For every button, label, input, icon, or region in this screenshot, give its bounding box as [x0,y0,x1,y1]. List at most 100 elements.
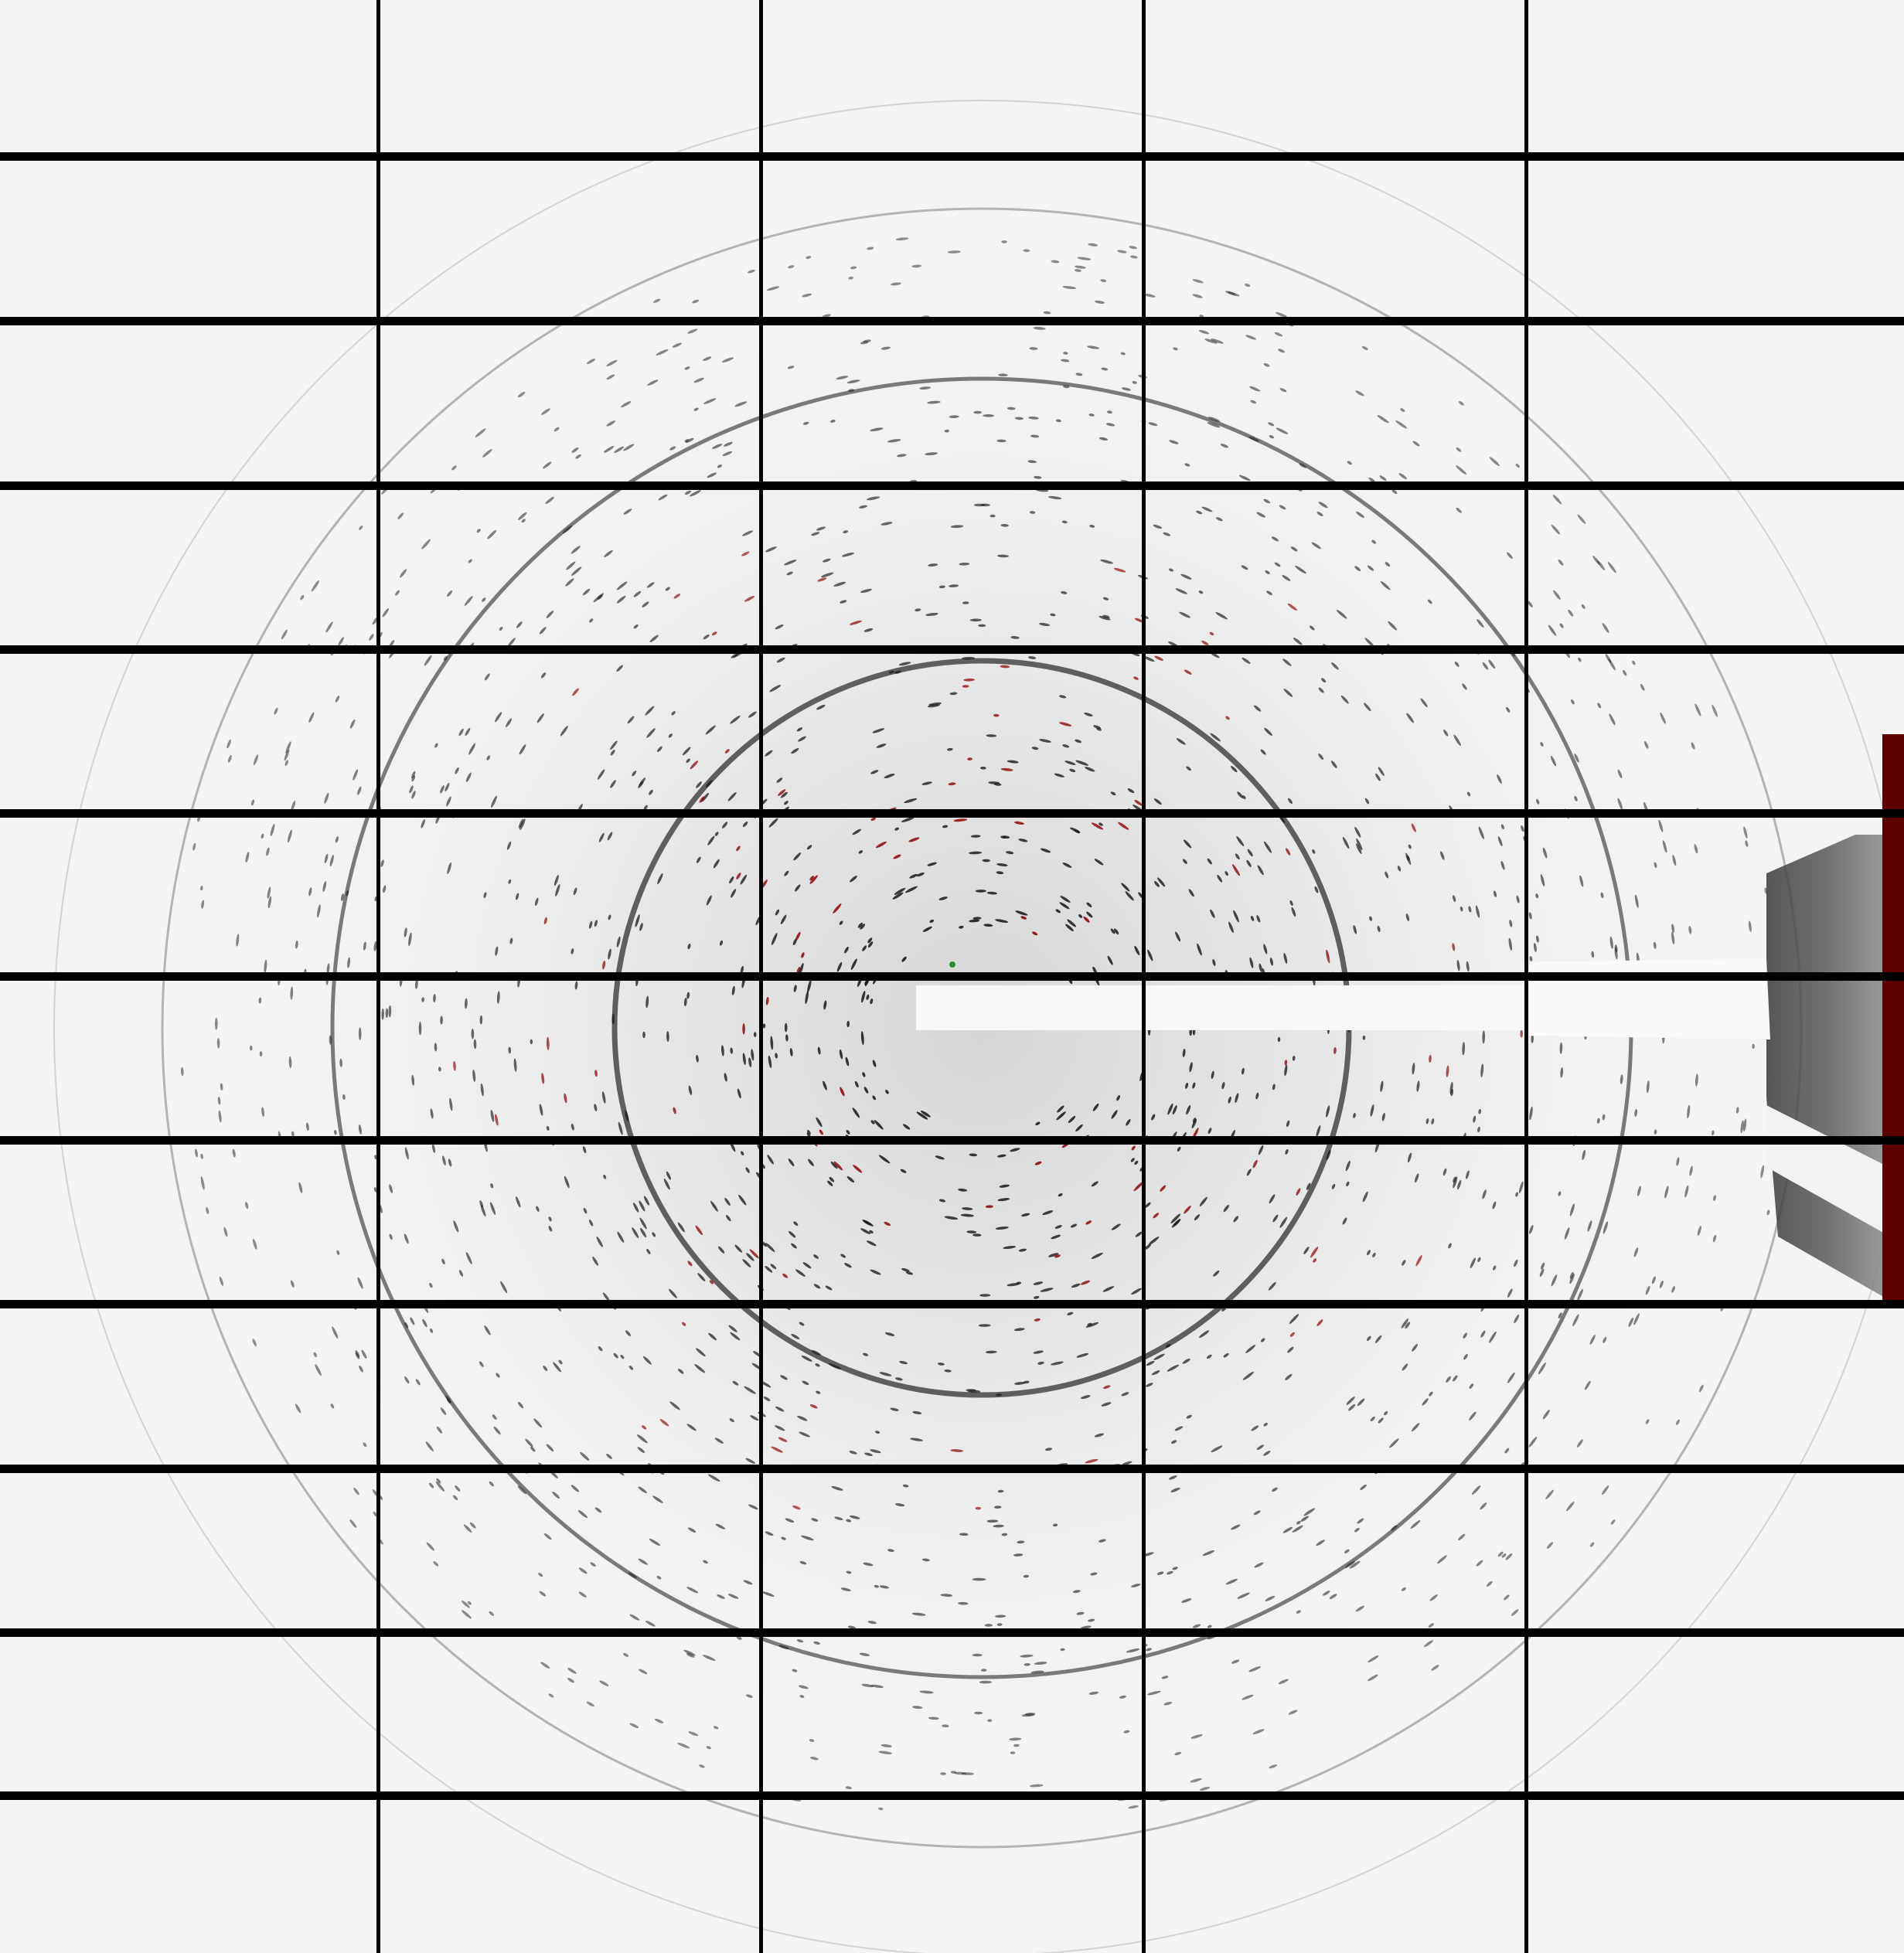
diffraction-spot [638,1558,648,1565]
diffraction-spot [1375,773,1381,781]
diffraction-spot [1406,713,1415,723]
diffraction-spot [1181,1598,1192,1603]
diffraction-spot [1458,1533,1466,1541]
diffraction-spot [1651,1276,1656,1284]
diffraction-spot [1274,332,1283,337]
diffraction-spot [620,1354,625,1359]
diffraction-spot [1105,423,1115,427]
diffraction-spot [496,1373,500,1378]
diffraction-spot [1640,683,1645,691]
diffraction-spot [1279,505,1286,510]
diffraction-spot [1263,1422,1268,1427]
diffraction-spot [629,1723,639,1728]
diffraction-spot [1400,408,1405,412]
diffraction-spot [738,1194,747,1206]
diffraction-spot [816,1390,821,1394]
diffraction-spot [1274,562,1281,567]
diffraction-spot [1333,1047,1337,1054]
diffraction-spot [1233,910,1239,923]
diffraction-spot [1018,1248,1027,1252]
diffraction-spot [1574,795,1578,801]
diffraction-spot [1015,910,1028,916]
diffraction-spot [1013,1328,1025,1332]
diffraction-spot [703,634,710,640]
diffraction-spot [792,1669,798,1672]
diffraction-spot [1255,1092,1259,1100]
diffraction-spot [996,1623,1003,1626]
diffraction-spot [1189,1062,1193,1073]
diffraction-spot [901,817,915,822]
diffraction-spot [541,1073,545,1084]
diffraction-spot [765,996,769,1005]
diffraction-spot [218,1110,222,1123]
diffraction-spot [846,1130,850,1135]
diffraction-spot [860,1031,864,1045]
diffraction-spot [355,1352,360,1359]
diffraction-spot [1146,1360,1155,1366]
diffraction-spot [1085,1458,1098,1464]
diffraction-spot [1000,665,1010,669]
diffraction-spot [765,1265,773,1273]
diffraction-spot [1121,1392,1129,1397]
diffraction-spot [1116,1095,1121,1101]
diffraction-spot [1192,294,1203,298]
diffraction-spot [1153,798,1162,805]
diffraction-spot [227,739,231,749]
diffraction-spot [775,1053,778,1059]
diffraction-spot [1058,1193,1063,1197]
diffraction-spot [1092,1103,1099,1111]
diffraction-spot [1055,419,1061,423]
diffraction-spot [884,774,895,778]
diffraction-spot [849,1515,860,1519]
diffraction-spot [967,757,972,760]
diffraction-spot [819,1129,823,1135]
diffraction-spot [763,1397,771,1401]
diffraction-spot [1515,1192,1519,1197]
diffraction-spot [643,805,648,810]
diffraction-spot [1188,889,1194,897]
diffraction-spot [1080,1625,1092,1629]
diffraction-spot [1449,1081,1453,1094]
diffraction-spot [707,835,715,846]
diffraction-spot [1429,1054,1432,1063]
diffraction-spot [699,796,705,803]
diffraction-spot [792,1506,801,1510]
diffraction-spot [1634,1108,1638,1117]
diffraction-spot [654,1718,664,1723]
diffraction-spot [724,1197,731,1206]
diffraction-spot [1268,422,1275,427]
diffraction-spot [902,1484,909,1488]
diffraction-spot [801,952,805,958]
diffraction-spot [1211,1070,1214,1080]
diffraction-spot [972,1653,983,1657]
diffraction-spot [521,519,526,523]
diffraction-spot [291,801,296,811]
diffraction-spot [715,1523,726,1529]
diffraction-spot [1456,465,1467,475]
diffraction-spot [621,401,632,408]
diffraction-spot [878,1807,884,1811]
diffraction-spot [1034,1161,1042,1165]
diffraction-spot [1237,791,1244,798]
diffraction-spot [629,1614,640,1621]
diffraction-spot [840,600,847,604]
diffraction-spot [1605,654,1612,663]
diffraction-spot [916,873,925,877]
diffraction-spot [966,1230,977,1233]
diffraction-spot [686,1424,697,1431]
diffraction-spot [1132,381,1137,384]
diffraction-spot [1231,1524,1241,1530]
diffraction-spot [594,1104,598,1112]
diffraction-spot [1368,1674,1378,1682]
diffraction-spot [1272,1214,1279,1223]
diffraction-spot [1342,836,1350,849]
diffraction-spot [659,1419,669,1427]
diffraction-spot [363,941,366,951]
diffraction-spot [1330,760,1337,768]
diffraction-spot [546,1125,550,1131]
diffraction-spot [358,1027,362,1040]
diffraction-spot [1009,1737,1022,1741]
diffraction-spot [749,1249,759,1259]
diffraction-spot [1061,359,1070,362]
diffraction-spot [1587,1220,1592,1232]
